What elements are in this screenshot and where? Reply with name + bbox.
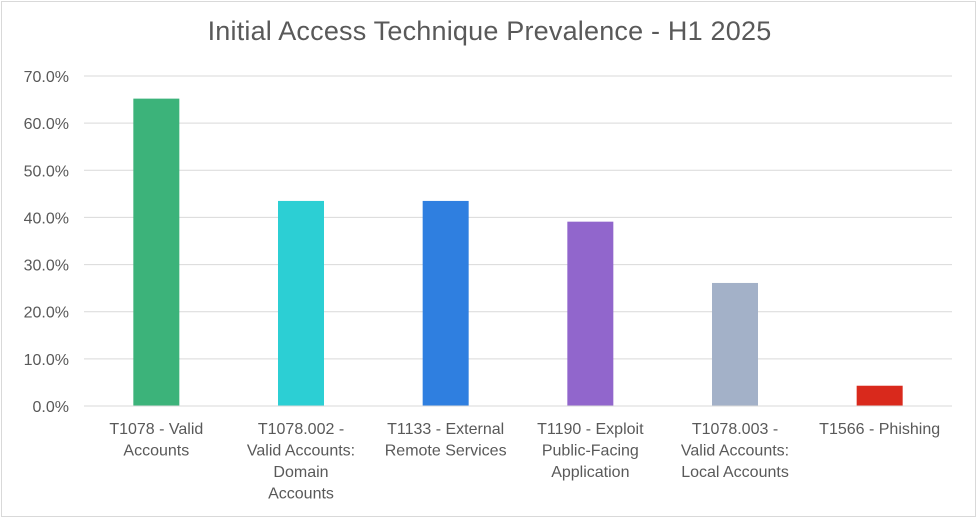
- y-tick-label: 10.0%: [24, 352, 69, 369]
- y-tick-label: 30.0%: [24, 258, 69, 275]
- x-tick-label: T1133 - External Remote Services: [385, 421, 507, 460]
- y-tick-label: 70.0%: [24, 69, 69, 86]
- bar: [133, 98, 180, 406]
- bar: [856, 385, 903, 406]
- y-tick-label: 50.0%: [24, 163, 69, 180]
- chart-title: Initial Access Technique Prevalence - H1…: [207, 16, 772, 46]
- x-tick-label: T1566 - Phishing: [819, 421, 940, 438]
- x-tick-label: T1078.002 -Valid Accounts: Domain Accounts: [247, 421, 355, 503]
- y-tick-label: 60.0%: [24, 116, 69, 133]
- x-tick-label: T1078.003 -Valid Accounts: Local Accounts: [681, 421, 789, 481]
- bar: [712, 282, 758, 406]
- bar: [278, 200, 324, 406]
- x-tick-label: T1190 - Exploit Public-Facing Application: [537, 421, 644, 481]
- bar: [422, 200, 469, 406]
- y-tick-label: 20.0%: [24, 305, 69, 322]
- y-tick-label: 0.0%: [33, 399, 69, 416]
- y-tick-label: 40.0%: [24, 210, 69, 227]
- x-tick-label: T1078 - Valid Accounts: [109, 421, 203, 460]
- bar: [567, 221, 614, 406]
